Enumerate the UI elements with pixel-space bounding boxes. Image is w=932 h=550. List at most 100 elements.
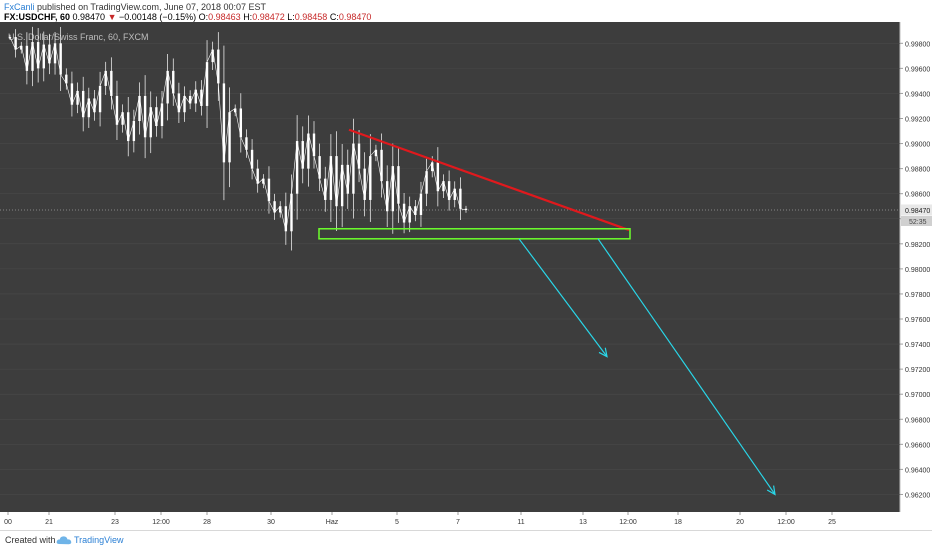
plot-area[interactable] [0,22,900,512]
candle-body [217,49,220,84]
candle-body [295,141,299,194]
candle-body [256,168,259,184]
chart-title: U.S. Dollar/Swiss Franc, 60, FXCM [8,32,149,42]
candle-body [239,108,243,138]
price-axis[interactable] [900,22,932,530]
candle-body [87,98,91,118]
candle-body [31,42,34,71]
candle-body [172,70,175,94]
x-tick-label: 25 [828,519,836,526]
x-tick-label: 5 [395,519,399,526]
candle-body [98,85,102,113]
candle-body [408,206,411,223]
candle-body [138,95,141,122]
open-value: 0.98463 [208,12,241,22]
y-tick-label: 0.99800 [905,41,930,48]
candle-body [76,90,79,105]
candle-body [110,70,113,96]
x-tick-label: 28 [203,519,211,526]
y-tick-label: 0.96200 [905,492,930,499]
y-tick-label: 0.99000 [905,142,930,149]
candle-body [402,203,406,223]
y-tick-label: 0.99600 [905,66,930,73]
y-tick-label: 0.97200 [905,367,930,374]
candle-body [228,112,231,163]
y-tick-label: 0.96600 [905,442,930,449]
publish-text: published on TradingView.com, June 07, 2… [37,2,267,12]
x-tick-label: 18 [674,519,682,526]
x-tick-label: 12:00 [152,519,170,526]
time-axis[interactable] [0,512,932,530]
x-tick-label: 11 [517,519,524,526]
candle-body [346,164,349,194]
last-price-text: 0.98470 [72,12,106,22]
high-label: H: [243,12,253,22]
last-price-axis-label: 0.98470 [905,208,930,215]
x-tick-label: 00 [4,519,12,526]
candle-body [284,206,288,232]
target-arrow-long-head [766,485,776,496]
y-tick-label: 0.96800 [905,417,930,424]
candle-body [464,208,468,210]
candle-body [262,178,265,184]
candle-body [442,181,445,192]
candle-body [414,206,417,215]
candle-body [127,112,130,142]
high-value: 0.98472 [252,12,285,22]
candle-body [65,74,68,84]
created-with-text: Created with [5,535,56,545]
candle-body [115,95,119,125]
candle-body [352,143,355,194]
price-series [8,26,468,251]
footer: Created with TradingView [0,530,932,550]
y-tick-label: 0.97000 [905,392,930,399]
candle-body [200,89,203,106]
candle-body [121,112,124,125]
y-tick-label: 0.99200 [905,116,930,123]
y-tick-label: 0.98000 [905,267,930,274]
x-tick-label: Haz [326,519,339,526]
target-arrow-long[interactable] [597,238,776,495]
publish-info: FxCanli published on TradingView.com, Ju… [4,2,266,12]
annotations[interactable] [318,128,776,496]
x-tick-label: 30 [267,519,275,526]
candle-body [459,188,462,209]
close-value: 0.98470 [338,12,372,22]
candle-body [318,156,321,179]
change-text: −0.00148 (−0.15%) [119,12,197,22]
candle-body [188,95,192,104]
resistance-trendline[interactable] [348,128,630,232]
chart-header: FxCanli published on TradingView.com, Ju… [0,0,932,22]
ohlc-legend: FX:USDCHF, 60 0.98470 ▼ −0.00148 (−0.15%… [4,12,371,22]
author-link[interactable]: FxCanli [4,2,35,12]
low-label: L: [287,12,295,22]
candle-body [81,90,85,118]
target-arrow-short[interactable] [518,238,608,357]
candle-body [205,62,209,106]
candle-body [324,178,327,200]
price-chart[interactable]: U.S. Dollar/Swiss Franc, 60, FXCM 0.9980… [0,22,932,530]
candle-body [245,137,248,150]
candle-body [425,171,428,194]
countdown-box [901,215,932,226]
y-tick-label: 0.98200 [905,242,930,249]
y-tick-label: 0.96400 [905,467,930,474]
time-axis-labels: 00 21 23 12:00 28 30 Haz 5 7 11 13 12:00 18 20 12:00 25 [4,512,836,526]
x-tick-label: 21 [45,519,53,526]
candle-body [453,188,456,200]
candle-body [155,107,158,127]
candle-body [363,168,366,200]
candle-body [419,193,423,215]
tradingview-link[interactable]: TradingView [74,535,124,545]
candle-body [357,143,361,169]
candle-body [143,95,147,138]
candle-body [385,181,389,212]
candle-body [132,121,136,142]
candle-body [340,164,344,207]
candle-body [397,166,400,204]
candle-body [273,201,276,213]
x-tick-label: 12:00 [619,519,637,526]
support-zone-box[interactable] [318,228,631,240]
candle-body [301,141,304,169]
candle-body [42,44,45,69]
